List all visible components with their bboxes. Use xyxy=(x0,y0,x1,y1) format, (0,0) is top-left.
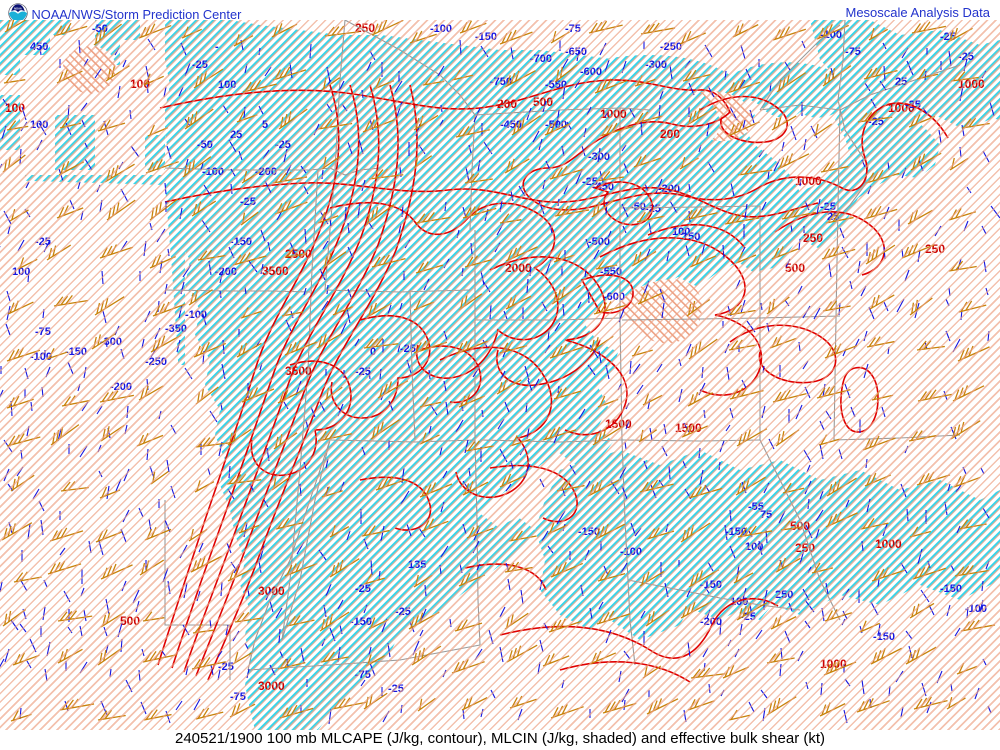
svg-text:NOAA: NOAA xyxy=(14,7,22,11)
